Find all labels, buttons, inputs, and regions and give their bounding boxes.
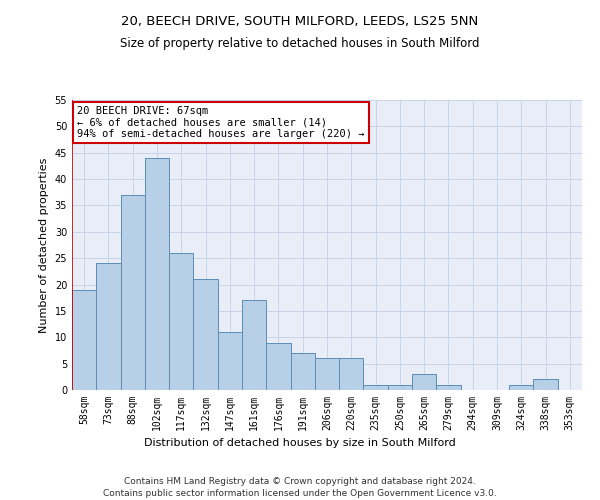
Y-axis label: Number of detached properties: Number of detached properties	[39, 158, 49, 332]
Text: Size of property relative to detached houses in South Milford: Size of property relative to detached ho…	[120, 38, 480, 51]
Bar	[266, 342, 290, 390]
Bar	[169, 253, 193, 390]
Bar	[388, 384, 412, 390]
Bar	[72, 290, 96, 390]
Bar	[339, 358, 364, 390]
Bar	[193, 280, 218, 390]
Text: Contains public sector information licensed under the Open Government Licence v3: Contains public sector information licen…	[103, 490, 497, 498]
Text: Contains HM Land Registry data © Crown copyright and database right 2024.: Contains HM Land Registry data © Crown c…	[124, 476, 476, 486]
Bar	[533, 380, 558, 390]
Bar	[436, 384, 461, 390]
Bar	[412, 374, 436, 390]
Bar	[218, 332, 242, 390]
Bar	[96, 264, 121, 390]
Text: 20 BEECH DRIVE: 67sqm
← 6% of detached houses are smaller (14)
94% of semi-detac: 20 BEECH DRIVE: 67sqm ← 6% of detached h…	[77, 106, 365, 139]
Bar	[242, 300, 266, 390]
Bar	[364, 384, 388, 390]
Bar	[290, 353, 315, 390]
Text: 20, BEECH DRIVE, SOUTH MILFORD, LEEDS, LS25 5NN: 20, BEECH DRIVE, SOUTH MILFORD, LEEDS, L…	[121, 15, 479, 28]
Bar	[145, 158, 169, 390]
Bar	[315, 358, 339, 390]
Text: Distribution of detached houses by size in South Milford: Distribution of detached houses by size …	[144, 438, 456, 448]
Bar	[121, 195, 145, 390]
Bar	[509, 384, 533, 390]
